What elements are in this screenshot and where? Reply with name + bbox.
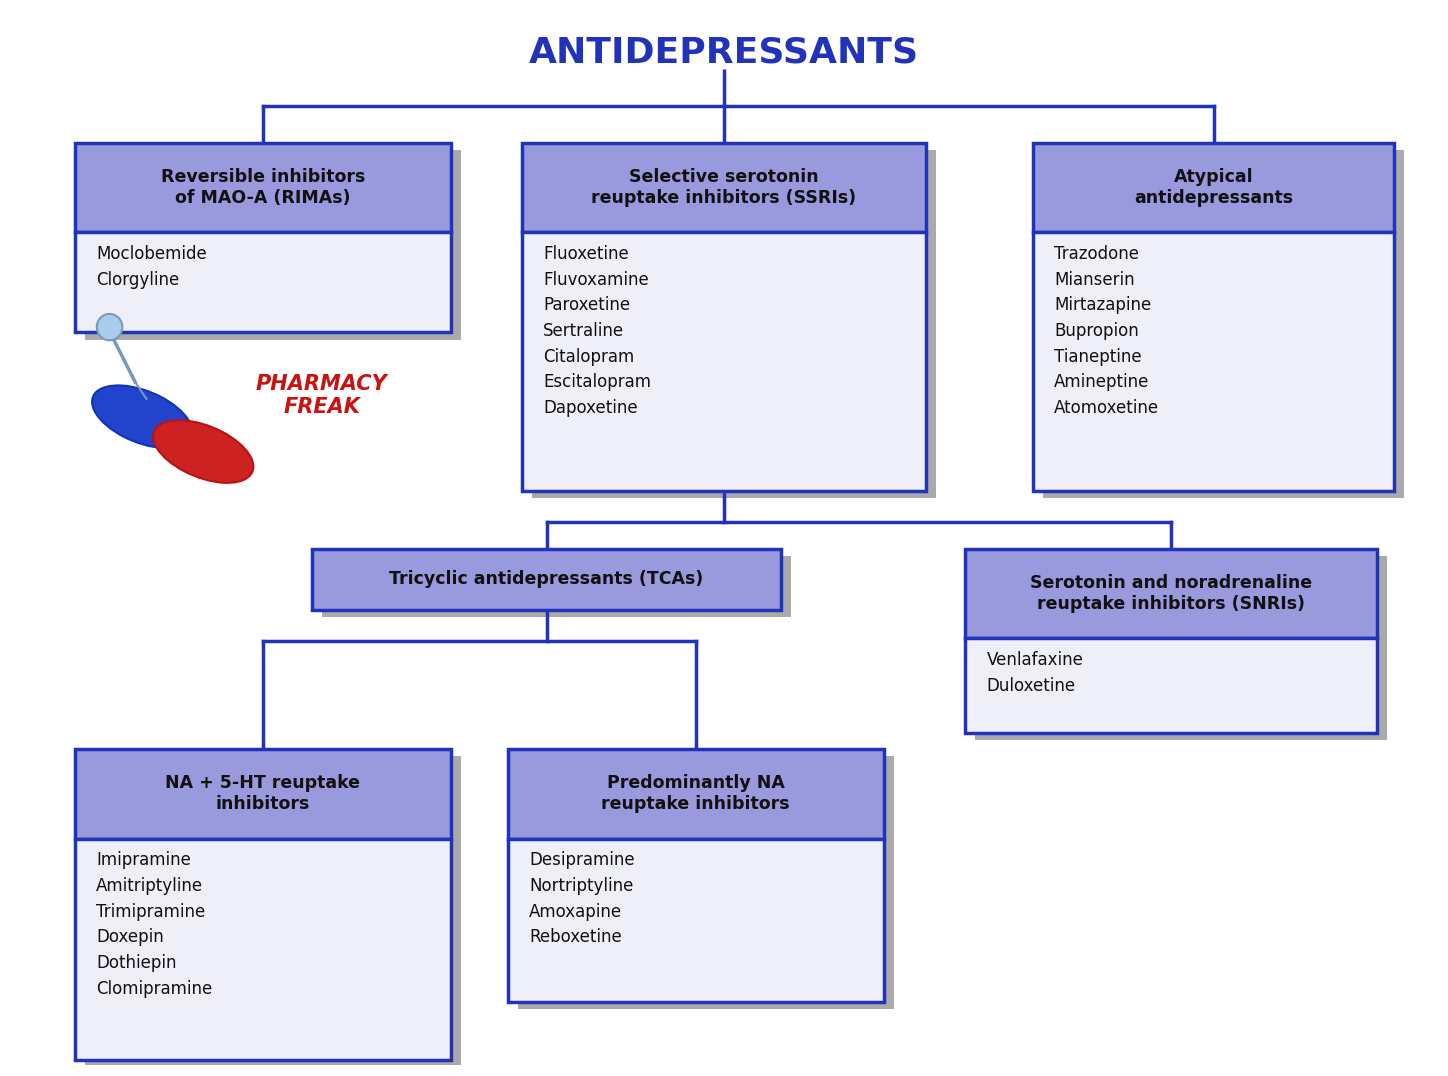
Bar: [75, 142, 450, 232]
Bar: [1032, 142, 1394, 232]
Bar: [521, 142, 927, 232]
Bar: [75, 838, 450, 1060]
Bar: [85, 240, 460, 340]
Bar: [975, 556, 1387, 646]
Bar: [1032, 232, 1394, 491]
Bar: [85, 846, 460, 1067]
Bar: [508, 749, 883, 838]
Text: Imipramine
Amitriptyline
Trimipramine
Doxepin
Dothiepin
Clomipramine: Imipramine Amitriptyline Trimipramine Do…: [96, 851, 213, 997]
Bar: [1043, 150, 1405, 240]
Text: Tricyclic antidepressants (TCAs): Tricyclic antidepressants (TCAs): [390, 570, 704, 589]
Bar: [85, 756, 460, 846]
Text: Predominantly NA
reuptake inhibitors: Predominantly NA reuptake inhibitors: [601, 775, 791, 813]
Bar: [966, 549, 1377, 638]
Bar: [85, 150, 460, 240]
Bar: [517, 756, 893, 846]
Bar: [1043, 240, 1405, 498]
Text: Reversible inhibitors
of MAO-A (RIMAs): Reversible inhibitors of MAO-A (RIMAs): [161, 168, 365, 207]
Bar: [75, 749, 450, 838]
Text: Desipramine
Nortriptyline
Amoxapine
Reboxetine: Desipramine Nortriptyline Amoxapine Rebo…: [529, 851, 634, 946]
Bar: [508, 838, 883, 1002]
Bar: [975, 646, 1387, 740]
Text: PHARMACY
FREAK: PHARMACY FREAK: [256, 374, 388, 417]
Ellipse shape: [93, 385, 193, 448]
Bar: [966, 638, 1377, 733]
Text: Serotonin and noradrenaline
reuptake inhibitors (SNRIs): Serotonin and noradrenaline reuptake inh…: [1030, 574, 1312, 612]
Text: NA + 5-HT reuptake
inhibitors: NA + 5-HT reuptake inhibitors: [165, 775, 361, 813]
Text: Fluoxetine
Fluvoxamine
Paroxetine
Sertraline
Citalopram
Escitalopram
Dapoxetine: Fluoxetine Fluvoxamine Paroxetine Sertra…: [543, 245, 652, 417]
Text: ANTIDEPRESSANTS: ANTIDEPRESSANTS: [529, 36, 919, 70]
Text: Moclobemide
Clorgyline: Moclobemide Clorgyline: [96, 245, 207, 288]
Bar: [323, 556, 791, 618]
Bar: [531, 150, 937, 240]
Text: Atypical
antidepressants: Atypical antidepressants: [1134, 168, 1293, 207]
Bar: [313, 549, 780, 610]
Bar: [517, 846, 893, 1009]
Bar: [75, 232, 450, 332]
Text: Trazodone
Mianserin
Mirtazapine
Bupropion
Tianeptine
Amineptine
Atomoxetine: Trazodone Mianserin Mirtazapine Bupropio…: [1054, 245, 1158, 417]
Bar: [531, 240, 937, 498]
Text: Selective serotonin
reuptake inhibitors (SSRIs): Selective serotonin reuptake inhibitors …: [591, 168, 857, 207]
Text: Venlafaxine
Duloxetine: Venlafaxine Duloxetine: [986, 651, 1083, 694]
Ellipse shape: [153, 421, 253, 483]
Ellipse shape: [97, 314, 122, 340]
Bar: [521, 232, 927, 491]
